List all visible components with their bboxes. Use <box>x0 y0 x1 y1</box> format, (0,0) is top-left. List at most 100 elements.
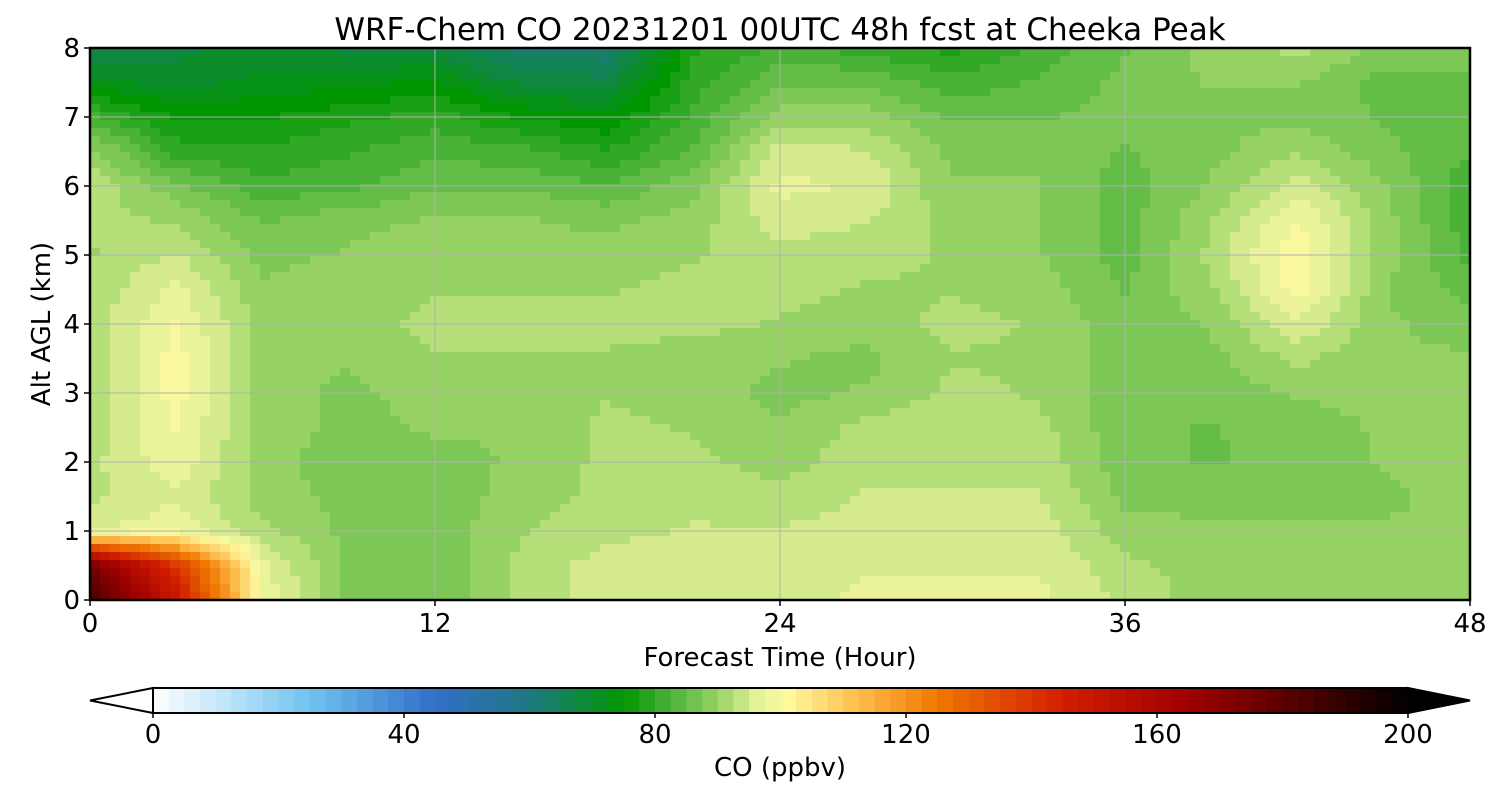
heatmap-cell <box>250 184 261 193</box>
heatmap-cell <box>640 456 651 465</box>
heatmap-cell <box>130 552 141 561</box>
heatmap-cell <box>120 272 131 281</box>
heatmap-cell <box>310 336 321 345</box>
heatmap-cell <box>260 200 271 209</box>
heatmap-cell <box>610 160 621 169</box>
heatmap-cell <box>500 512 511 521</box>
heatmap-cell <box>710 304 721 313</box>
heatmap-cell <box>260 336 271 345</box>
heatmap-cell <box>240 112 251 121</box>
heatmap-cell <box>130 400 141 409</box>
heatmap-cell <box>340 400 351 409</box>
heatmap-cell <box>580 376 591 385</box>
heatmap-cell <box>390 112 401 121</box>
heatmap-cell <box>210 224 221 233</box>
heatmap-cell <box>760 136 771 145</box>
heatmap-cell <box>390 504 401 513</box>
heatmap-cell <box>280 592 291 600</box>
heatmap-cell <box>210 248 221 257</box>
heatmap-cell <box>180 96 191 105</box>
heatmap-cell <box>470 496 481 505</box>
heatmap-cell <box>230 88 241 97</box>
heatmap-cell <box>350 176 361 185</box>
heatmap-cell <box>400 160 411 169</box>
heatmap-cell <box>400 448 411 457</box>
heatmap-cell <box>790 432 801 441</box>
heatmap-cell <box>650 48 661 57</box>
heatmap-cell <box>100 232 111 241</box>
heatmap-cell <box>180 160 191 169</box>
heatmap-cell <box>660 248 671 257</box>
heatmap-cell <box>130 488 141 497</box>
heatmap-cell <box>780 288 791 297</box>
heatmap-cell <box>250 432 261 441</box>
heatmap-cell <box>480 200 491 209</box>
heatmap-cell <box>330 200 341 209</box>
heatmap-cell <box>460 240 471 249</box>
heatmap-cell <box>200 288 211 297</box>
heatmap-cell <box>520 552 531 561</box>
heatmap-cell <box>530 560 541 569</box>
heatmap-cell <box>710 160 721 169</box>
heatmap-cell <box>520 144 531 153</box>
heatmap-cell <box>300 416 311 425</box>
heatmap-cell <box>250 576 261 585</box>
heatmap-cell <box>350 248 361 257</box>
heatmap-cell <box>260 104 271 113</box>
heatmap-cell <box>640 336 651 345</box>
heatmap-cell <box>720 504 731 513</box>
heatmap-cell <box>680 584 691 593</box>
heatmap-cell <box>720 104 731 113</box>
heatmap-cell <box>650 312 661 321</box>
heatmap-cell <box>660 144 671 153</box>
heatmap-cell <box>620 64 631 73</box>
heatmap-cell <box>90 136 101 145</box>
heatmap-cell <box>790 368 801 377</box>
heatmap-cell <box>590 224 601 233</box>
heatmap-cell <box>760 184 771 193</box>
heatmap-cell <box>250 472 261 481</box>
heatmap-cell <box>90 352 101 361</box>
heatmap-cell <box>200 256 211 265</box>
heatmap-cell <box>290 368 301 377</box>
heatmap-cell <box>370 512 381 521</box>
heatmap-cell <box>600 256 611 265</box>
heatmap-cell <box>400 264 411 273</box>
heatmap-cell <box>310 368 321 377</box>
heatmap-cell <box>750 160 761 169</box>
heatmap-cell <box>370 224 381 233</box>
heatmap-cell <box>770 256 781 265</box>
heatmap-cell <box>90 184 101 193</box>
heatmap-cell <box>670 128 681 137</box>
heatmap-cell <box>600 384 611 393</box>
heatmap-cell <box>790 168 801 177</box>
heatmap-cell <box>170 80 181 89</box>
heatmap-cell <box>730 408 741 417</box>
heatmap-cell <box>220 544 231 553</box>
heatmap-cell <box>550 456 561 465</box>
heatmap-cell <box>190 280 201 289</box>
heatmap-cell <box>380 192 391 201</box>
heatmap-cell <box>480 96 491 105</box>
heatmap-cell <box>230 304 241 313</box>
heatmap-cell <box>550 160 561 169</box>
heatmap-cell <box>660 56 671 65</box>
heatmap-cell <box>590 136 601 145</box>
heatmap-cell <box>320 304 331 313</box>
heatmap-cell <box>280 296 291 305</box>
heatmap-cell <box>670 368 681 377</box>
heatmap-cell <box>90 464 101 473</box>
heatmap-cell <box>770 184 781 193</box>
heatmap-cell <box>390 224 401 233</box>
heatmap-cell <box>680 304 691 313</box>
heatmap-cell <box>660 72 671 81</box>
heatmap-cell <box>600 584 611 593</box>
heatmap-cell <box>480 544 491 553</box>
heatmap-cell <box>740 304 751 313</box>
heatmap-cell <box>120 216 131 225</box>
heatmap-cell <box>140 528 151 537</box>
heatmap-cell <box>670 136 681 145</box>
heatmap-cell <box>600 160 611 169</box>
heatmap-cell <box>780 352 791 361</box>
heatmap-cell <box>530 104 541 113</box>
